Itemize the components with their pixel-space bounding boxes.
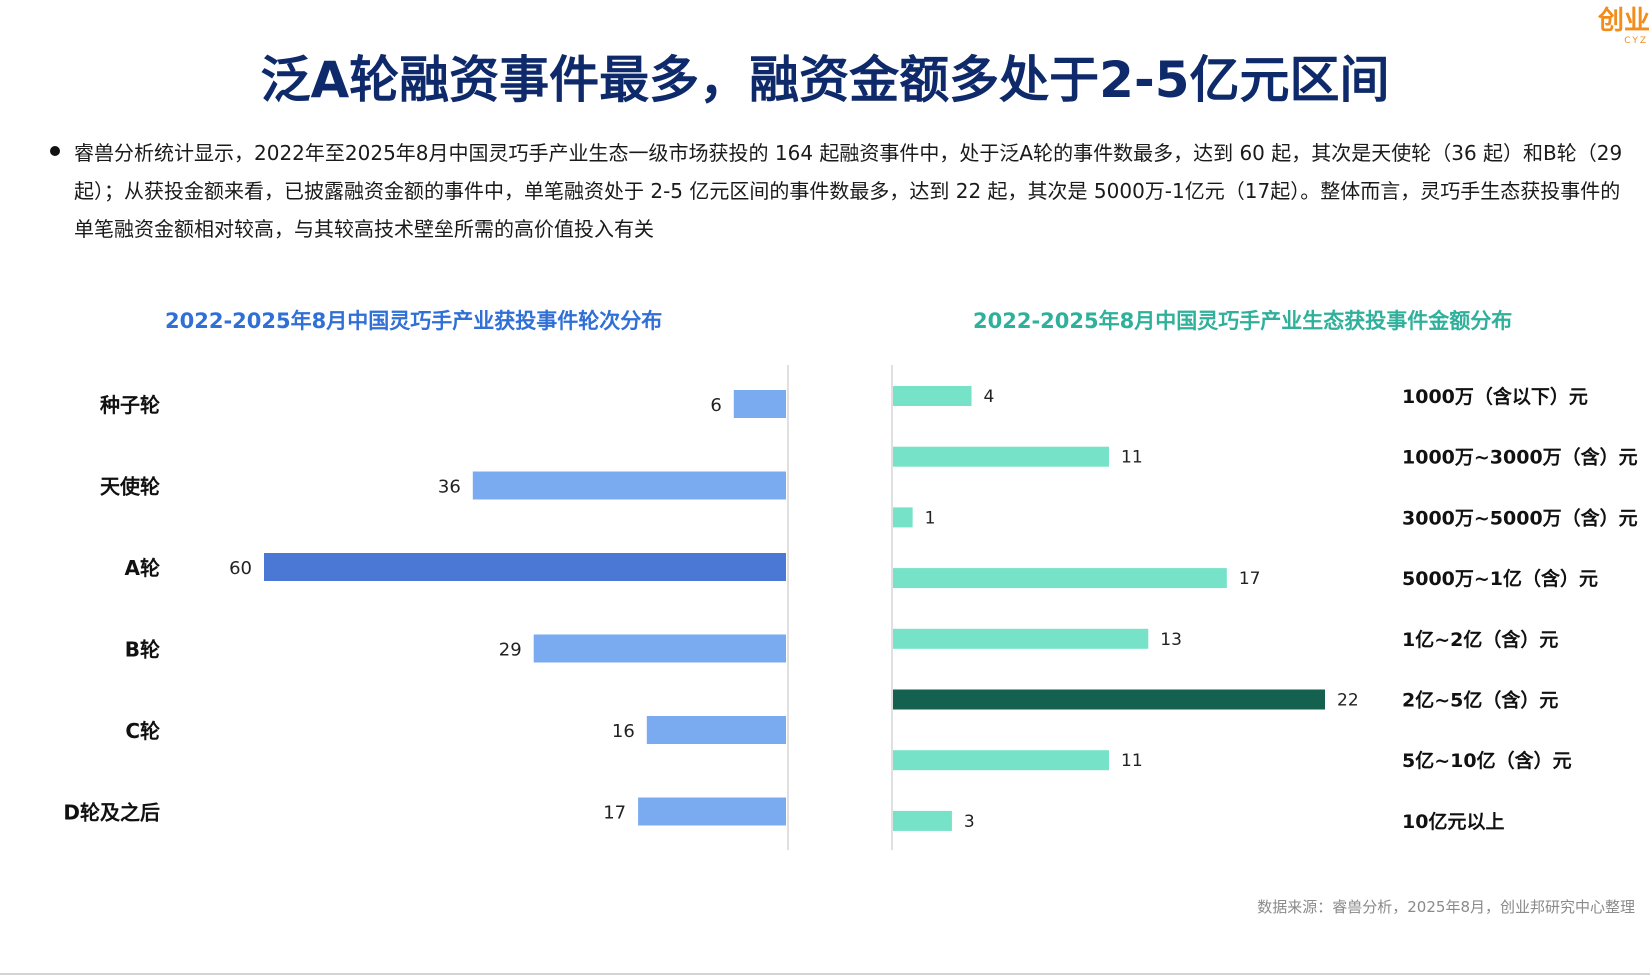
bar-7 (893, 750, 1109, 771)
data-label-8: 3 (964, 812, 975, 832)
category-label-7: 5亿~10亿（含）元 (1402, 749, 1572, 772)
bar-1 (733, 390, 786, 418)
bar-5 (646, 716, 786, 744)
brand-logo: 创业 (1597, 6, 1650, 36)
bar-6 (638, 797, 786, 826)
bar-6 (893, 689, 1325, 710)
data-label-1: 4 (984, 387, 995, 407)
data-label-5: 16 (612, 721, 635, 742)
data-label-3: 1 (925, 508, 936, 528)
summary-text: 睿兽分析统计显示，2022年至2025年8月中国灵巧手产业生态一级市场获投的 1… (74, 141, 1623, 241)
data-label-4: 17 (1239, 569, 1261, 589)
bar-4 (533, 634, 786, 663)
category-label-3: 3000万~5000万（含）元 (1402, 506, 1638, 529)
data-label-2: 36 (438, 477, 461, 498)
category-label-2: 天使轮 (100, 475, 160, 499)
amount-distribution-chart: 4 1000万（含以下）元 11 1000万~3000万（含）元 1 3000万~5000… (891, 365, 1638, 850)
data-label-3: 60 (229, 558, 252, 579)
data-label-6: 17 (603, 803, 626, 824)
category-label-3: A轮 (125, 556, 160, 580)
bar-3 (893, 507, 913, 528)
category-label-6: D轮及之后 (63, 801, 160, 825)
data-label-5: 13 (1160, 630, 1182, 650)
right-chart-title: 2022-2025年8月中国灵巧手产业生态获投事件金额分布 (973, 309, 1513, 333)
data-label-1: 6 (710, 395, 721, 416)
bar-3 (264, 553, 786, 581)
left-chart-title: 2022-2025年8月中国灵巧手产业获投事件轮次分布 (165, 309, 663, 333)
page-title: 泛A轮融资事件最多，融资金额多处于2-5亿元区间 (260, 51, 1390, 109)
category-label-1: 种子轮 (99, 393, 160, 417)
bar-8 (893, 810, 952, 831)
data-label-2: 11 (1121, 448, 1143, 468)
bar-2 (472, 471, 786, 500)
category-label-8: 10亿元以上 (1402, 810, 1504, 833)
bar-5 (893, 628, 1149, 649)
data-label-4: 29 (499, 640, 522, 661)
summary-block: 睿兽分析统计显示，2022年至2025年8月中国灵巧手产业生态一级市场获投的 1… (50, 134, 1640, 248)
data-source-note: 数据来源：睿兽分析，2025年8月，创业邦研究中心整理 (1257, 898, 1635, 916)
bullet-icon (50, 146, 60, 156)
brand-logo-sub: CYZ (1624, 36, 1648, 46)
category-label-6: 2亿~5亿（含）元 (1402, 689, 1558, 712)
category-label-5: 1亿~2亿（含）元 (1402, 628, 1558, 651)
category-label-4: B轮 (125, 638, 160, 662)
category-label-2: 1000万~3000万（含）元 (1402, 446, 1638, 469)
bar-2 (893, 446, 1109, 467)
category-label-4: 5000万~1亿（含）元 (1402, 567, 1598, 590)
bottom-divider (0, 973, 1650, 975)
round-distribution-chart: 6 种子轮 36 天使轮 60 A轮 29 B轮 16 C轮 17 D轮及之后 (63, 365, 789, 850)
bar-1 (893, 386, 972, 406)
data-label-6: 22 (1337, 691, 1359, 711)
bar-4 (893, 568, 1227, 589)
category-label-5: C轮 (125, 719, 160, 743)
category-label-1: 1000万（含以下）元 (1402, 385, 1588, 408)
data-label-7: 11 (1121, 751, 1143, 771)
